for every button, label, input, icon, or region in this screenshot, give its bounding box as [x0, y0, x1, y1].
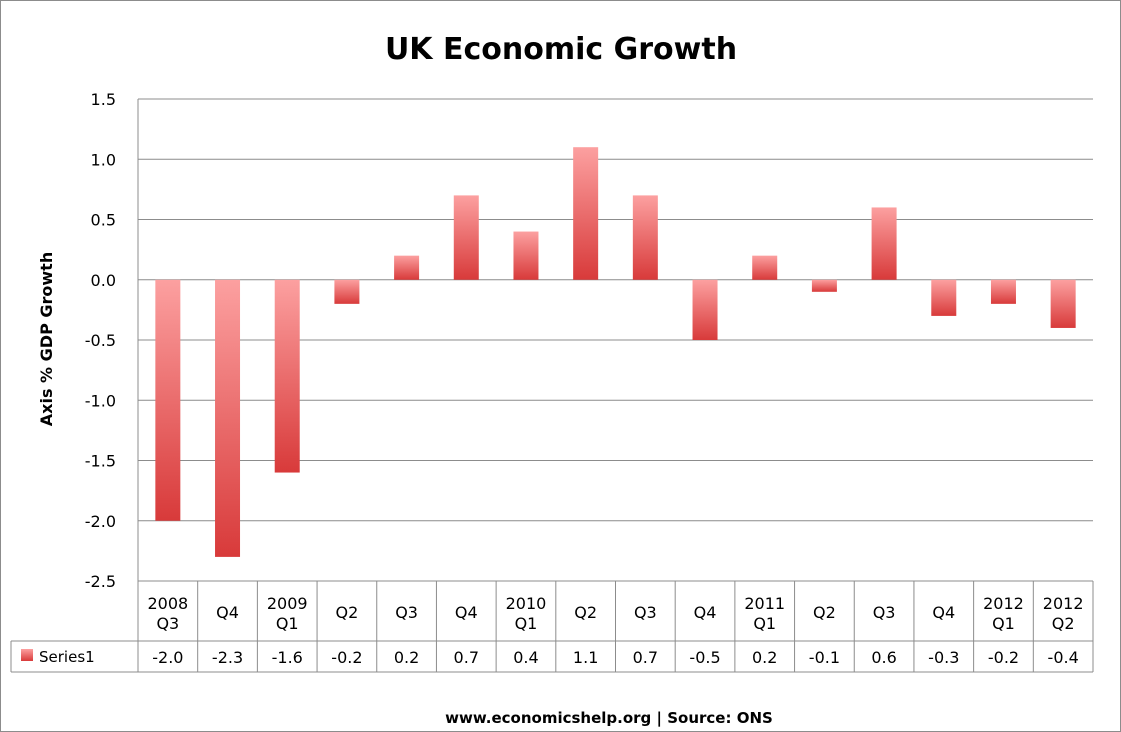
data-value-label: -0.5: [689, 648, 720, 667]
bar: [334, 279, 360, 304]
bar: [752, 255, 778, 280]
legend-swatch: [21, 649, 33, 661]
x-category-label: Q4: [216, 603, 239, 622]
data-value-label: 0.7: [454, 648, 479, 667]
bar: [573, 147, 599, 280]
y-axis-ticks: 1.5 1.0 0.5 0.0 -0.5 -1.0 -1.5 -2.0 -2.5: [85, 90, 116, 591]
data-value-label: -0.2: [988, 648, 1019, 667]
bar: [931, 279, 957, 316]
chart-title: UK Economic Growth: [385, 32, 737, 67]
data-value-label: -1.6: [272, 648, 303, 667]
data-value-label: -0.1: [809, 648, 840, 667]
data-value-label: -2.0: [152, 648, 183, 667]
bar: [1050, 279, 1076, 328]
data-value-label: 0.2: [394, 648, 419, 667]
bar: [274, 279, 300, 473]
bar: [513, 231, 539, 280]
data-value-label: 0.7: [633, 648, 658, 667]
y-tick-label: -2.5: [85, 572, 116, 591]
bar: [990, 279, 1016, 304]
bar: [871, 207, 897, 280]
y-tick-label: -0.5: [85, 331, 116, 350]
data-value-label: -0.3: [928, 648, 959, 667]
x-category-label: Q3: [395, 603, 418, 622]
bar: [215, 279, 241, 557]
bar: [632, 195, 658, 280]
x-category-label: Q4: [455, 603, 478, 622]
x-category-label: 2008 Q3: [147, 594, 188, 633]
y-tick-label: 1.0: [91, 150, 116, 169]
bar: [394, 255, 420, 280]
y-tick-label: 1.5: [91, 90, 116, 109]
data-table: 2008 Q3 Q4 2009 Q1 Q2 Q3 Q4 2010 Q1 Q2 Q3 Q4 2011 Q1 Q2…: [10, 581, 1094, 673]
x-category-label: Q3: [634, 603, 657, 622]
x-category-label: 2012 Q2: [1043, 594, 1084, 633]
bars: [155, 147, 1076, 557]
data-value-label: -2.3: [212, 648, 243, 667]
y-axis-label: Axis % GDP Growth: [37, 252, 56, 426]
y-tick-label: -2.0: [85, 512, 116, 531]
x-category-label: 2012 Q1: [983, 594, 1024, 633]
data-value-label: -0.4: [1048, 648, 1079, 667]
x-category-label: Q2: [813, 603, 836, 622]
data-value-label: 0.6: [871, 648, 896, 667]
y-tick-label: -1.0: [85, 391, 116, 410]
data-value-label: -0.2: [331, 648, 362, 667]
x-category-label: 2009 Q1: [267, 594, 308, 633]
x-category-label: 2011 Q1: [744, 594, 785, 633]
x-category-label: Q3: [873, 603, 896, 622]
bar: [692, 279, 718, 340]
source-note: www.economicshelp.org | Source: ONS: [445, 709, 773, 728]
data-value-label: 1.1: [573, 648, 598, 667]
y-tick-label: 0.5: [91, 211, 116, 230]
x-category-label: Q4: [694, 603, 717, 622]
x-category-label: Q2: [574, 603, 597, 622]
data-value-label: 0.2: [752, 648, 777, 667]
x-category-label: Q2: [336, 603, 359, 622]
y-tick-label: 0.0: [91, 271, 116, 290]
bar: [453, 195, 479, 280]
bar: [155, 279, 181, 521]
x-category-label: Q4: [932, 603, 955, 622]
bar: [811, 279, 837, 292]
x-category-label: 2010 Q1: [506, 594, 547, 633]
legend-series-name: Series1: [39, 648, 95, 666]
data-value-label: 0.4: [513, 648, 538, 667]
y-tick-label: -1.5: [85, 452, 116, 471]
